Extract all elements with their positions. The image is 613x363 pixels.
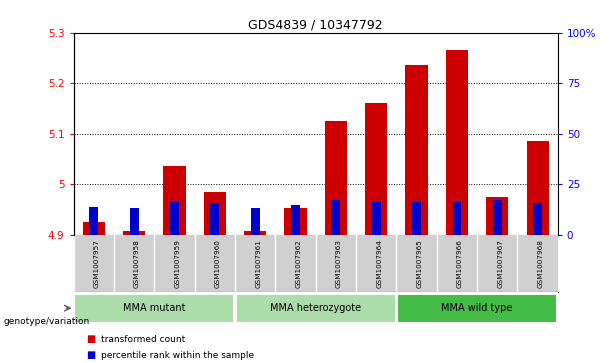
Text: ■: ■ (86, 350, 95, 360)
Bar (83, 222, 105, 234)
Text: transformed count: transformed count (101, 335, 185, 344)
Bar (486, 197, 508, 234)
Bar (372, 202, 381, 234)
Bar (89, 207, 98, 234)
Text: ■: ■ (86, 334, 95, 344)
Text: GSM1007967: GSM1007967 (497, 239, 503, 288)
Bar (412, 202, 421, 234)
Text: GSM1007966: GSM1007966 (457, 239, 463, 288)
Bar (527, 141, 549, 234)
Bar (533, 203, 542, 234)
Bar (210, 203, 219, 234)
Title: GDS4839 / 10347792: GDS4839 / 10347792 (248, 19, 383, 32)
Bar (130, 208, 139, 234)
Bar (452, 202, 462, 234)
Bar (170, 202, 179, 234)
Bar (332, 200, 340, 234)
Text: GSM1007960: GSM1007960 (215, 239, 221, 288)
Text: MMA mutant: MMA mutant (123, 302, 186, 313)
Bar (365, 103, 387, 234)
Text: percentile rank within the sample: percentile rank within the sample (101, 351, 254, 359)
Bar (284, 208, 306, 234)
Bar (325, 121, 347, 234)
Bar (291, 205, 300, 234)
Text: GSM1007957: GSM1007957 (94, 239, 100, 288)
Bar (236, 294, 395, 323)
Text: GSM1007961: GSM1007961 (255, 239, 261, 288)
Bar (244, 231, 266, 234)
Bar (74, 294, 234, 323)
Text: GSM1007958: GSM1007958 (134, 239, 140, 288)
Bar (493, 200, 501, 234)
Bar (204, 192, 226, 234)
Bar (251, 208, 259, 234)
Text: MMA wild type: MMA wild type (441, 302, 513, 313)
Bar (163, 167, 186, 234)
Bar (405, 65, 428, 234)
Text: genotype/variation: genotype/variation (3, 317, 89, 326)
Bar (123, 231, 145, 234)
Text: GSM1007963: GSM1007963 (336, 239, 342, 288)
Text: GSM1007964: GSM1007964 (376, 239, 383, 288)
Text: MMA heterozygote: MMA heterozygote (270, 302, 361, 313)
Text: GSM1007968: GSM1007968 (538, 239, 544, 288)
Text: GSM1007962: GSM1007962 (295, 239, 302, 288)
Text: GSM1007959: GSM1007959 (175, 239, 180, 288)
Bar (397, 294, 557, 323)
Text: GSM1007965: GSM1007965 (417, 239, 422, 288)
Bar (446, 50, 468, 234)
